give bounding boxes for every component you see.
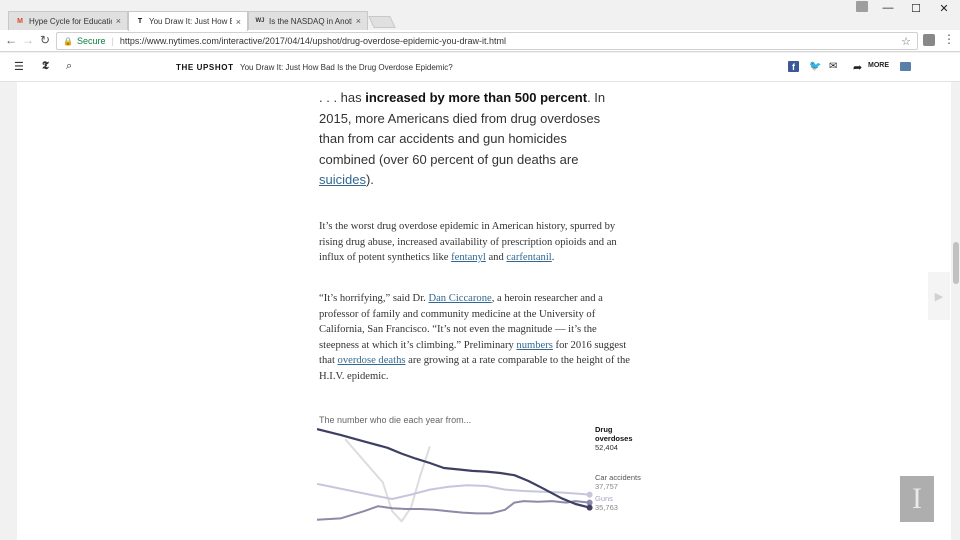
close-window-icon[interactable]: ✕ [939,3,949,15]
new-tab-button[interactable] [368,16,396,28]
extension-icon[interactable] [923,34,935,46]
value-guns: 35,763 [595,503,618,512]
hamburger-menu-icon[interactable]: ☰ [14,61,24,73]
tab-close-icon[interactable]: × [355,16,361,26]
url-text[interactable]: https://www.nytimes.com/interactive/2017… [119,36,507,46]
browser-menu-icon[interactable]: ⋮ [943,32,955,46]
link-carfentanil[interactable]: carfentanil [506,252,552,263]
search-icon[interactable]: ⌕ [66,60,73,72]
series-endpoint-drug-overdoses [586,504,593,511]
profile-icon[interactable] [856,1,868,12]
label-drug-overdoses-line2: overdoses [595,434,633,443]
tab-you-draw-it[interactable]: T You Draw It: Just How Ba × [128,11,248,31]
value-drug-overdoses: 52,404 [595,443,618,452]
body-paragraph-2: “It’s horrifying,” said Dr. Dan Ciccaron… [319,293,630,382]
tab-title: You Draw It: Just How Ba [149,17,232,26]
body-paragraph-1: It’s the worst drug overdose epidemic in… [319,221,617,263]
bookmark-star-icon[interactable]: ☆ [901,36,911,48]
address-bar[interactable]: 🔒 Secure | https://www.nytimes.com/inter… [56,32,918,50]
reload-icon[interactable]: ↻ [39,33,51,47]
more-button[interactable]: MORE [868,62,889,69]
value-car-accidents: 37,757 [595,482,618,491]
lock-icon: 🔒 [63,36,73,46]
video-overlay-logo: I [900,476,934,522]
tab-title: Hype Cycle for Education [29,16,112,26]
save-folder-icon[interactable] [900,62,911,71]
minimize-icon[interactable]: — [882,2,894,14]
series-line-car-accidents [317,500,590,521]
lead-emphasis: increased by more than 500 percent [365,90,588,105]
link-numbers[interactable]: numbers [516,339,553,351]
label-car-accidents: Car accidents [595,473,641,482]
section-name[interactable]: THE UPSHOT [176,63,234,72]
nyt-logo-icon[interactable]: 𝕿 [42,60,49,72]
site-header: ☰ 𝕿 ⌕ THE UPSHOT You Draw It: Just How B… [0,53,960,82]
separator: | [111,36,114,46]
tab-nasdaq[interactable]: WJ Is the NASDAQ in Anoth × [248,11,368,30]
tab-favicon-icon: M [17,17,23,25]
chart-title: The number who die each year from... [319,415,472,425]
tab-title: Is the NASDAQ in Anoth [269,16,352,26]
facebook-icon[interactable]: f [788,61,799,72]
tab-hype-cycle[interactable]: M Hype Cycle for Education × [8,11,128,30]
forward-icon[interactable]: → [22,33,34,47]
next-article-arrow-icon[interactable]: ▶ [928,272,950,320]
scrollbar-thumb[interactable] [953,242,959,284]
link-suicides[interactable]: suicides [319,172,366,188]
label-drug-overdoses-line1: Drug [595,425,613,434]
series-line-guns [317,482,590,500]
twitter-icon[interactable]: 🐦 [809,61,822,72]
share-arrow-icon[interactable]: ➦ [853,62,863,74]
link-fentanyl[interactable]: fentanyl [451,252,486,263]
back-icon[interactable]: ← [5,33,17,47]
label-guns: Guns [595,494,613,503]
series-line-drug-overdoses [317,428,590,509]
series-line-unlabeled [344,438,431,523]
header-headline: You Draw It: Just How Bad Is the Drug Ov… [240,63,453,72]
secure-label: Secure [76,36,106,46]
email-icon[interactable]: ✉ [829,61,838,72]
browser-tab-bar: M Hype Cycle for Education × T You Draw … [0,0,960,31]
tab-favicon-icon: T [137,18,143,25]
link-dan-ciccarone[interactable]: Dan Ciccarone [428,293,492,304]
maximize-icon[interactable]: ☐ [911,3,921,15]
article-content: . . . has increased by more than 500 per… [17,82,951,540]
deaths-line-chart[interactable]: Drug overdoses 52,404 Car accidents 37,7… [317,422,677,540]
browser-toolbar: ← → ↻ 🔒 Secure | https://www.nytimes.com… [0,30,960,52]
tab-favicon-icon: WJ [255,18,265,24]
series-endpoint-guns [586,491,593,498]
link-overdose-deaths[interactable]: overdose deaths [337,355,406,366]
lead-paragraph: . . . has increased by more than 500 per… [319,90,606,188]
page-scrollbar[interactable] [951,82,960,540]
tab-close-icon[interactable]: × [235,16,241,27]
series-endpoint-car-accidents [586,499,593,506]
tab-close-icon[interactable]: × [115,16,121,26]
